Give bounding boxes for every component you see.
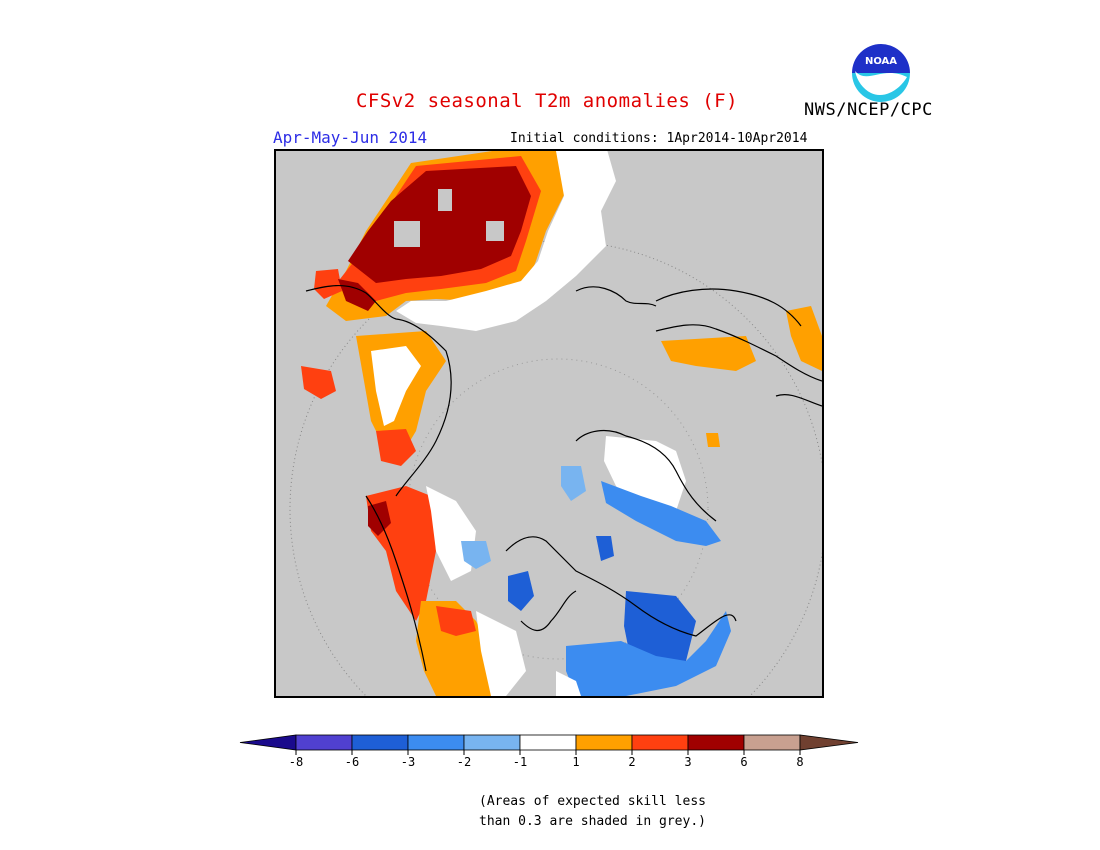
grey-patch-1 <box>394 221 420 247</box>
legend-tick-label: -6 <box>345 755 359 769</box>
coastlines <box>305 284 822 672</box>
legend-cell <box>575 734 633 751</box>
legend-tick-label: -1 <box>513 755 527 769</box>
legend-cell <box>351 734 409 751</box>
anomaly-region-orange-3 <box>416 601 496 696</box>
legend-cell <box>743 734 801 751</box>
polar-map-svg <box>289 151 822 696</box>
anomaly-region-orange-5 <box>786 306 822 371</box>
grey-patch-3 <box>486 221 504 241</box>
legend-tick-label: 8 <box>796 755 803 769</box>
anomaly-region-lightblue-1 <box>461 541 491 569</box>
agency-label: NWS/NCEP/CPC <box>804 100 933 120</box>
legend-tick-label: 3 <box>684 755 691 769</box>
anomaly-region-white-5 <box>556 671 581 696</box>
anomaly-region-darkred-1 <box>348 166 531 283</box>
anomaly-region-lightblue-2 <box>566 611 731 696</box>
legend-tick-label: -2 <box>457 755 471 769</box>
legend-cell <box>295 734 353 751</box>
anomaly-region-lightblue-3 <box>601 481 721 546</box>
map-title: CFSv2 seasonal T2m anomalies (F) <box>355 90 739 112</box>
anomaly-region-white-2 <box>371 346 421 426</box>
legend-arrow-low <box>239 734 297 751</box>
legend-tick-label: -8 <box>289 755 303 769</box>
legend-arrow-high <box>799 734 859 751</box>
anomaly-region-orange-4 <box>661 336 756 371</box>
anomaly-region-lightblue-4 <box>561 466 586 501</box>
anomaly-region-red-5 <box>436 606 476 636</box>
skill-note: (Areas of expected skill less than 0.3 a… <box>479 792 706 832</box>
anomaly-region-red-small <box>314 269 342 299</box>
legend-cell <box>631 734 689 751</box>
legend-tick-label: -3 <box>401 755 415 769</box>
anomaly-region-blue-3 <box>596 536 614 561</box>
legend-tick-label: 2 <box>628 755 635 769</box>
skill-note-line-1: (Areas of expected skill less <box>479 794 706 809</box>
legend-tick-label: 6 <box>740 755 747 769</box>
anomaly-region-red-2 <box>301 366 336 399</box>
legend-cell <box>463 734 521 751</box>
legend-tick-label: 1 <box>572 755 579 769</box>
color-legend: -8 -6 -3 -2 -1 1 2 3 6 8 <box>239 734 859 769</box>
initial-conditions: Initial conditions: 1Apr2014-10Apr2014 <box>510 131 808 146</box>
logo-text: NOAA <box>865 56 897 67</box>
anomaly-region-orange-6 <box>706 433 720 447</box>
anomaly-region-darkred-small <box>338 279 376 311</box>
anomaly-region-white-1 <box>396 151 616 331</box>
latitude-circle-inner <box>407 358 709 660</box>
anomaly-region-blue-1 <box>508 571 534 611</box>
legend-cell <box>519 734 577 751</box>
polar-map <box>274 149 824 698</box>
legend-cell <box>407 734 465 751</box>
grey-patch-2 <box>438 189 452 211</box>
noaa-logo: NOAA <box>850 42 912 104</box>
skill-note-line-2: than 0.3 are shaded in grey.) <box>479 814 706 829</box>
anomaly-region-red-3 <box>376 429 416 466</box>
legend-cell <box>687 734 745 751</box>
season-label: Apr-May-Jun 2014 <box>273 128 428 147</box>
anomaly-region-white-4 <box>476 611 526 696</box>
